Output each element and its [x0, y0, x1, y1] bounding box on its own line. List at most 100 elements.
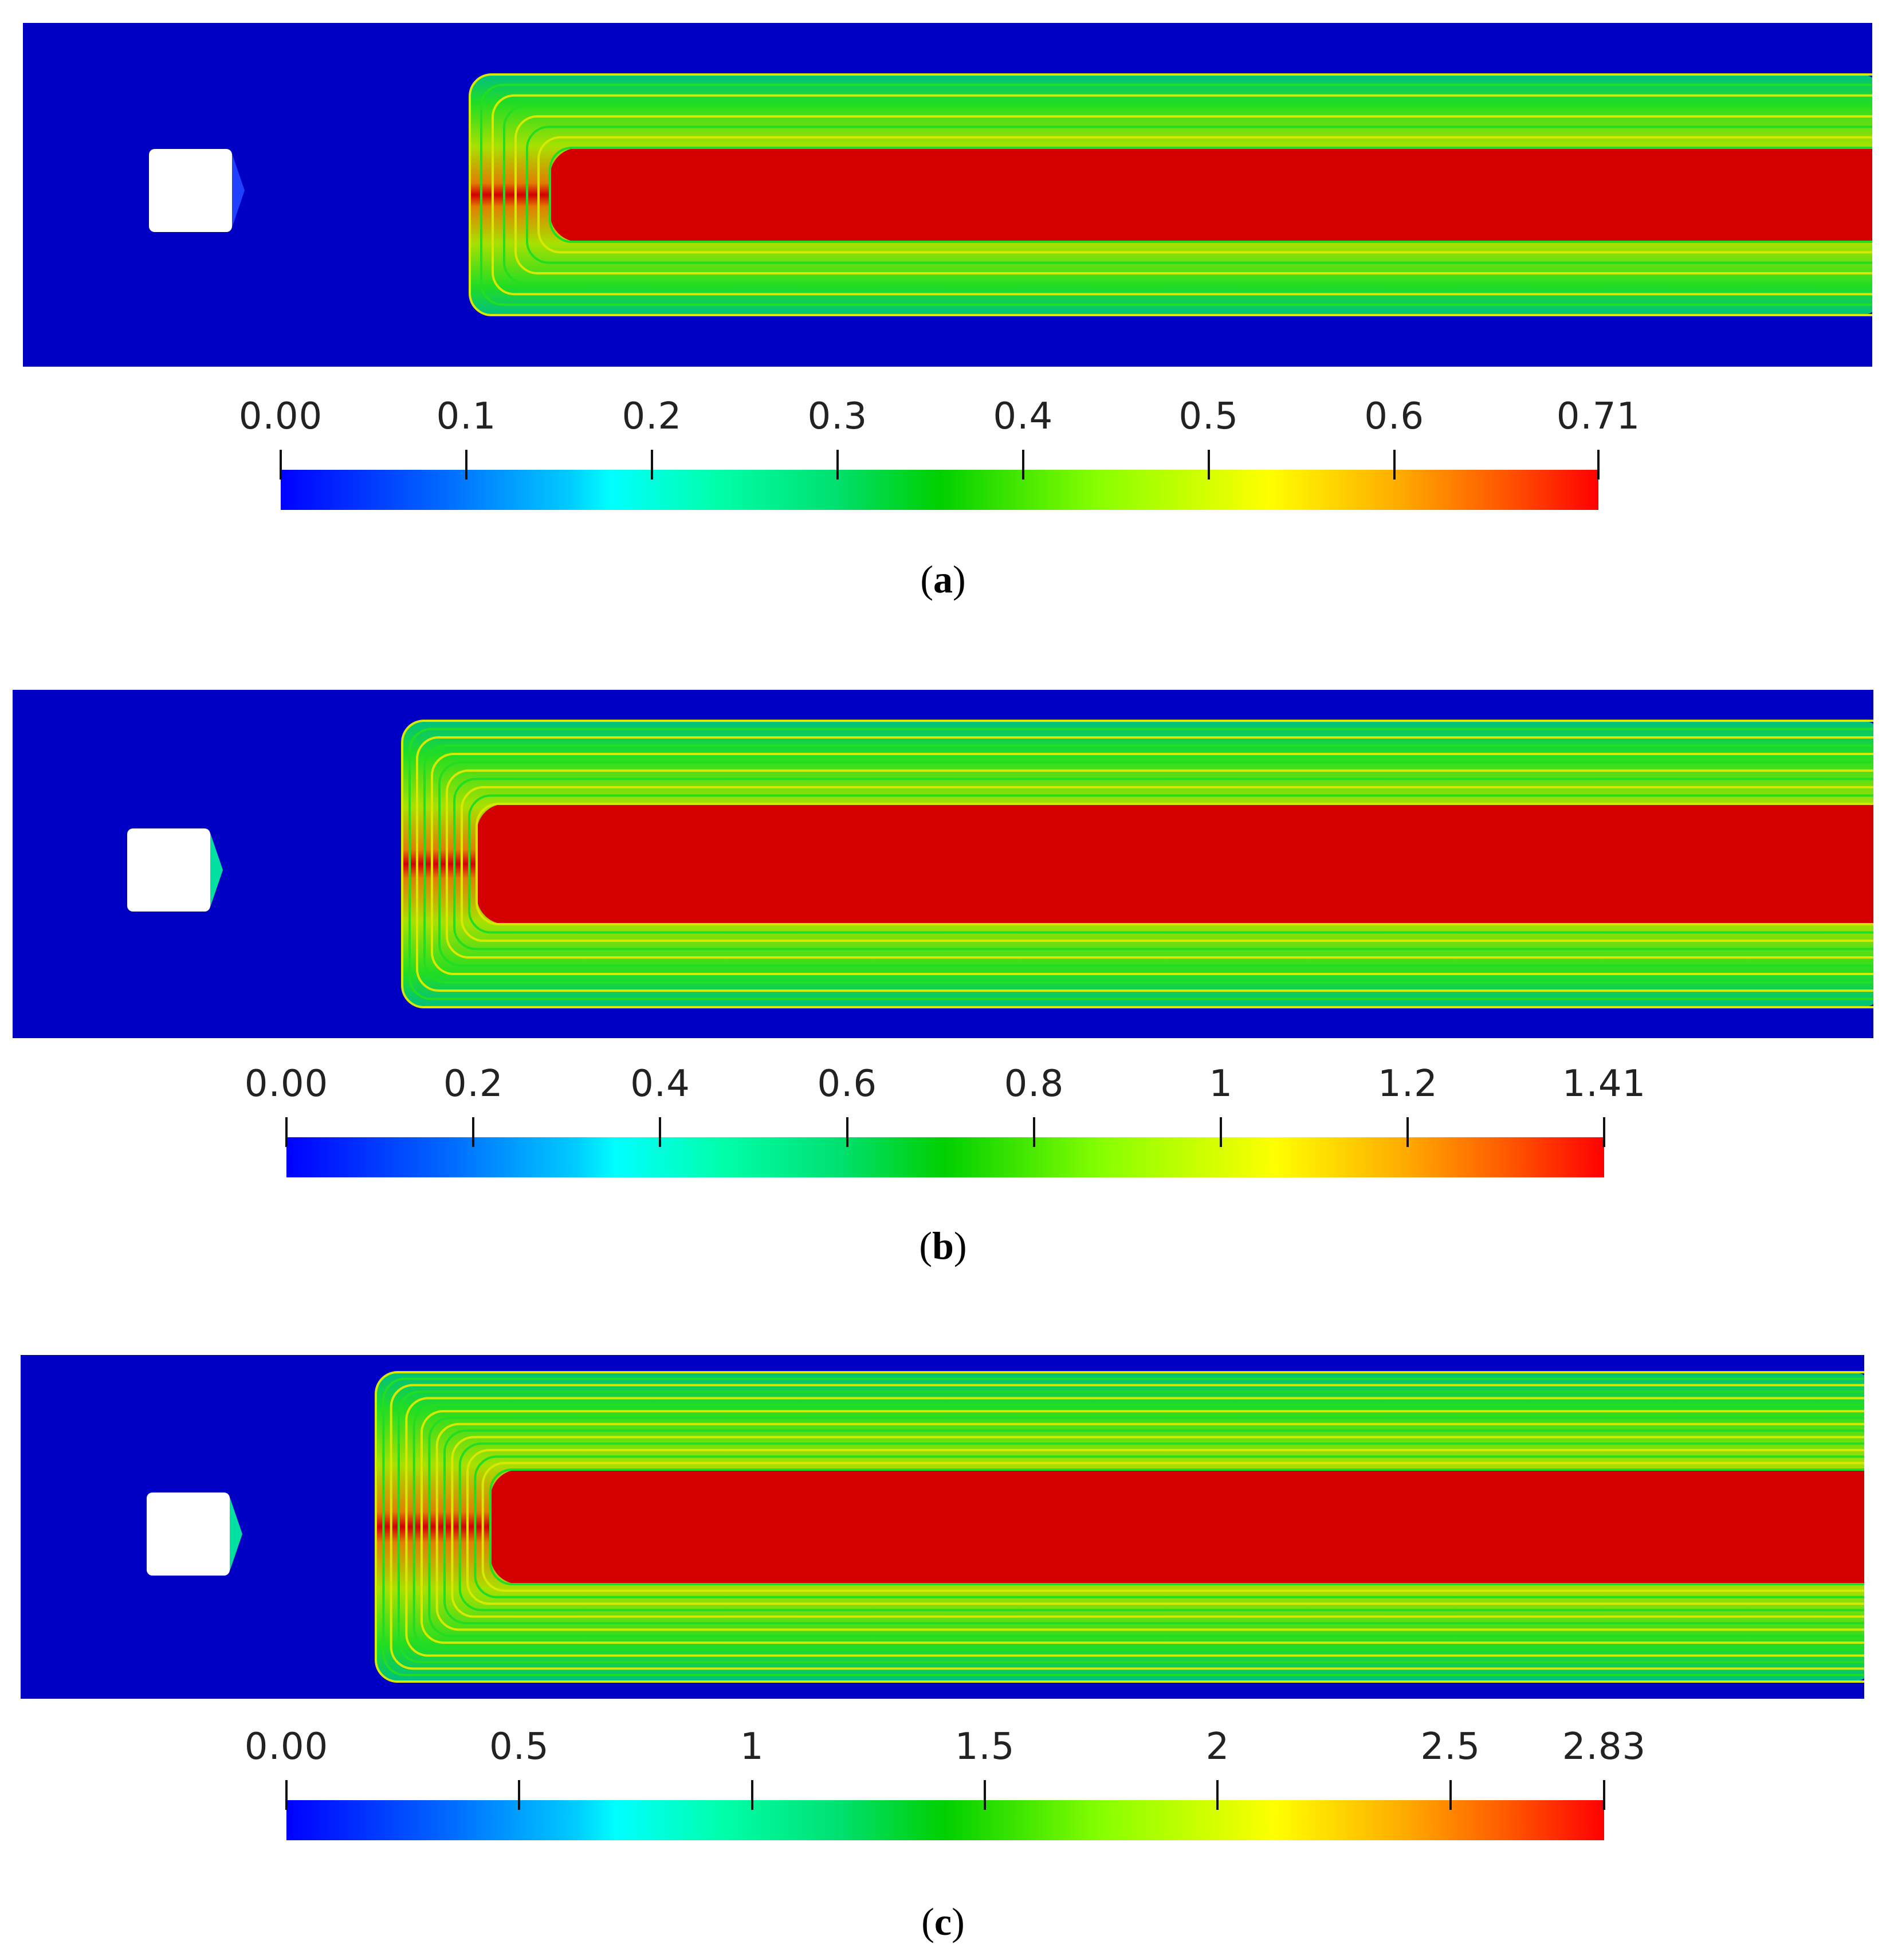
square-obstacle — [149, 149, 232, 232]
contour-field-a — [23, 23, 1872, 367]
velocity-contour-plot — [127, 720, 1873, 1008]
contour-line — [382, 1377, 1864, 1676]
colorbar-tick-mark — [1021, 450, 1024, 480]
velocity-contour-plot — [147, 1371, 1864, 1683]
obstacle-wake-wedge — [230, 1497, 242, 1571]
colorbar-tick-label: 2.5 — [1420, 1726, 1481, 1768]
caption-letter: a — [933, 557, 953, 601]
contour-line — [451, 1436, 1864, 1618]
contour-line — [492, 94, 1872, 296]
obstacle-wake-wedge — [232, 154, 245, 227]
contour-line — [526, 125, 1872, 264]
colorbar-tick-label: 1.2 — [1378, 1063, 1438, 1105]
panel-a: 0.00 0.1 0.2 0.3 0.4 0.5 0.6 0.71 (a) — [0, 0, 1886, 630]
colorbar-tick-mark — [472, 1117, 475, 1147]
colorbar-tick-mark — [846, 1117, 848, 1147]
colorbar-tick-label: 0.2 — [443, 1063, 504, 1105]
contour-line — [476, 803, 1873, 925]
colorbar-tick-mark — [1207, 450, 1210, 480]
contour-line — [405, 1397, 1864, 1657]
colorbar-tick-label: 0.00 — [244, 1726, 329, 1768]
contour-line — [468, 794, 1873, 934]
contour-line — [401, 720, 1873, 1008]
contour-line — [416, 736, 1873, 992]
colorbar-tick-label: 0.5 — [1178, 395, 1239, 438]
contour-line — [398, 1391, 1864, 1663]
contour-field-c — [21, 1355, 1864, 1699]
caption-a: (a) — [920, 557, 966, 601]
square-obstacle — [147, 1492, 230, 1576]
contour-line — [390, 1384, 1864, 1670]
contour-line — [458, 1442, 1864, 1612]
colorbar-tick-label: 0.6 — [1364, 395, 1425, 438]
colorbar-gradient — [281, 470, 1598, 510]
contour-line — [481, 1462, 1864, 1592]
caption-b: (b) — [919, 1224, 967, 1267]
panel-c: 0.00 0.5 1 1.5 2 2.5 2.83 (c) — [0, 1295, 1886, 1960]
contour-line — [480, 84, 1872, 306]
contour-field-b — [13, 690, 1873, 1038]
colorbar-tick-label: 0.00 — [238, 395, 323, 438]
colorbar-tick-label: 1.41 — [1562, 1063, 1647, 1105]
colorbar-tick-mark — [280, 450, 282, 480]
colorbar-tick-label: 0.8 — [1004, 1063, 1064, 1105]
contour-line — [375, 1371, 1864, 1683]
colorbar-a: 0.00 0.1 0.2 0.3 0.4 0.5 0.6 0.71 — [239, 395, 1640, 510]
panel-b: 0.00 0.2 0.4 0.6 0.8 1 1.2 1.41 (b) — [0, 630, 1886, 1295]
contour-line — [421, 1410, 1864, 1644]
colorbar-tick-mark — [285, 1117, 288, 1147]
colorbar-tick-label: 1 — [740, 1726, 764, 1768]
contour-line — [549, 147, 1872, 243]
square-obstacle — [127, 828, 210, 912]
colorbar-tick-mark — [1449, 1780, 1452, 1810]
jet-core — [550, 148, 1872, 242]
velocity-contour-plot — [149, 73, 1872, 316]
caption-letter: c — [934, 1900, 952, 1943]
colorbar-tick-mark — [650, 450, 653, 480]
colorbar-tick-label: 1.5 — [954, 1726, 1015, 1768]
contour-line — [469, 73, 1872, 316]
colorbar-gradient — [286, 1800, 1604, 1840]
colorbar-tick-mark — [1603, 1117, 1605, 1147]
colorbar-tick-label: 1 — [1209, 1063, 1233, 1105]
colorbar-tick-mark — [1393, 450, 1396, 480]
contour-line — [453, 777, 1873, 950]
contour-line — [503, 104, 1872, 285]
colorbar-tick-mark — [1603, 1780, 1605, 1810]
contour-line — [408, 728, 1873, 1000]
colorbar-tick-mark — [465, 450, 467, 480]
contour-line — [461, 786, 1873, 942]
colorbar-tick-mark — [659, 1117, 662, 1147]
colorbar-tick-mark — [285, 1780, 288, 1810]
colorbar-tick-mark — [1032, 1117, 1035, 1147]
contour-line — [466, 1449, 1864, 1605]
colorbar-tick-mark — [518, 1780, 521, 1810]
colorbar-tick-label: 0.00 — [244, 1063, 329, 1105]
colorbar-gradient — [286, 1137, 1604, 1177]
colorbar-tick-mark — [1406, 1117, 1409, 1147]
caption-c: (c) — [921, 1900, 965, 1943]
caption-letter: b — [932, 1224, 954, 1267]
contour-line — [435, 1423, 1864, 1631]
colorbar-tick-mark — [1597, 450, 1600, 480]
contour-line — [514, 115, 1872, 274]
contour-line — [474, 1455, 1864, 1598]
contour-line — [537, 136, 1872, 254]
colorbar-tick-label: 0.1 — [436, 395, 497, 438]
colorbar-tick-label: 0.4 — [993, 395, 1054, 438]
contour-line — [443, 1429, 1864, 1624]
colorbar-b: 0.00 0.2 0.4 0.6 0.8 1 1.2 1.41 — [245, 1063, 1645, 1177]
colorbar-tick-label: 0.71 — [1556, 395, 1641, 438]
colorbar-tick-label: 0.4 — [630, 1063, 690, 1105]
contour-line — [431, 753, 1873, 975]
colorbar-tick-mark — [1216, 1780, 1219, 1810]
colorbar-tick-mark — [984, 1780, 987, 1810]
contour-line — [412, 1403, 1864, 1651]
contour-line — [446, 769, 1873, 959]
contour-line — [489, 1468, 1864, 1585]
jet-core — [477, 804, 1873, 924]
obstacle-wake-wedge — [210, 833, 223, 907]
colorbar-tick-label: 2.83 — [1562, 1726, 1647, 1768]
contour-line — [438, 761, 1873, 967]
jet-core — [490, 1470, 1864, 1584]
